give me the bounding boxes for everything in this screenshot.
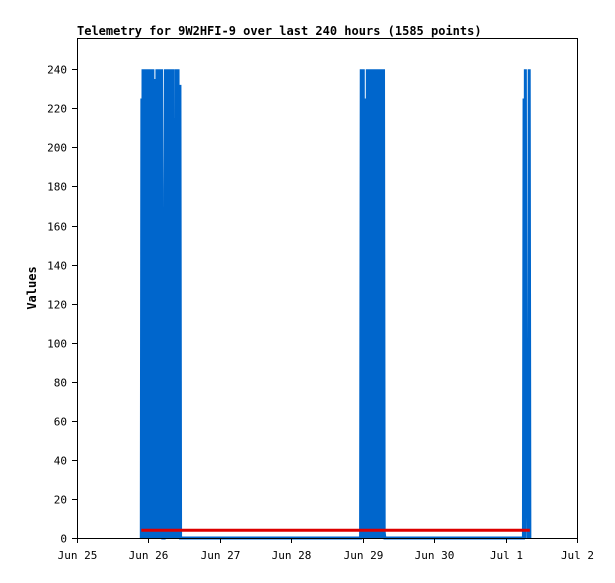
y-tick-label: 200 xyxy=(47,142,67,155)
x-tick-label: Jun 30 xyxy=(415,549,455,562)
x-tick-label: Jul 1 xyxy=(490,549,523,562)
x-tick-label: Jul 2 xyxy=(561,549,594,562)
y-tick-label: 60 xyxy=(54,416,67,429)
x-tick-label: Jun 29 xyxy=(344,549,384,562)
y-tick-label: 40 xyxy=(54,455,67,468)
y-tick-label: 240 xyxy=(47,64,67,77)
tick-layer: 0 20 40 60 80 100 120 140 160 180 200 220 240 Jun 25 J… xyxy=(47,64,594,563)
y-tick-label: 220 xyxy=(47,103,67,116)
x-tick-label: Jun 28 xyxy=(272,549,312,562)
y-axis-label: Values xyxy=(25,266,39,309)
plot-frame xyxy=(77,38,578,539)
y-tick-label: 0 xyxy=(60,533,67,546)
y-tick-label: 160 xyxy=(47,221,67,234)
y-tick-label: 100 xyxy=(47,338,67,351)
y-tick-label: 140 xyxy=(47,260,67,273)
y-tick-label: 180 xyxy=(47,181,67,194)
y-tick-label: 80 xyxy=(54,377,67,390)
chart-title: Telemetry for 9W2HFI-9 over last 240 hou… xyxy=(77,24,482,38)
y-tick-label: 20 xyxy=(54,494,67,507)
x-tick-label: Jun 25 xyxy=(58,549,98,562)
x-tick-label: Jun 27 xyxy=(201,549,241,562)
y-tick-label: 120 xyxy=(47,299,67,312)
x-tick-label: Jun 26 xyxy=(129,549,169,562)
